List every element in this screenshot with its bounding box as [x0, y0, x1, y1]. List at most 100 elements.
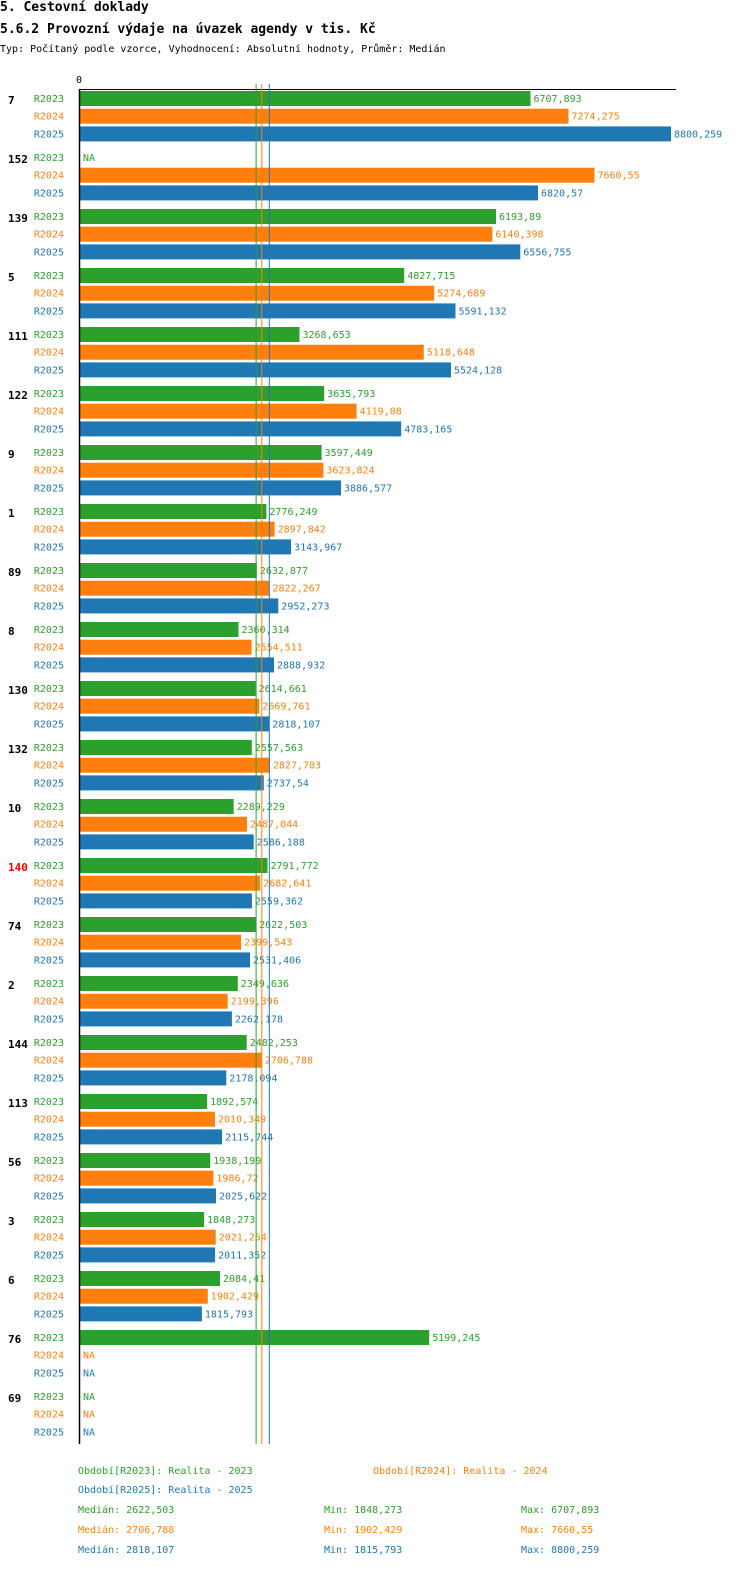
value-label: 2559,362: [255, 896, 303, 907]
value-label: 2531,406: [253, 955, 301, 966]
value-label: 3886,577: [344, 483, 392, 494]
series-label: R2025: [34, 188, 64, 199]
category-label: 56: [8, 1156, 22, 1169]
data-bar: [80, 403, 357, 419]
value-label: 2586,188: [257, 837, 305, 848]
value-label: 1938,199: [213, 1156, 261, 1167]
series-label: R2023: [34, 507, 64, 518]
value-label: 5591,132: [459, 306, 507, 317]
data-bar: [80, 834, 254, 850]
series-label: R2023: [34, 271, 64, 282]
data-bar: [80, 622, 239, 637]
data-bar: [80, 1011, 232, 1027]
value-label: NA: [83, 1427, 95, 1438]
category-label: 122: [8, 389, 28, 402]
value-label: 5524,128: [454, 365, 502, 376]
legend-min-r2023: Min: 1848,273: [324, 1505, 403, 1516]
data-bar: [80, 1129, 223, 1145]
category-label: 144: [8, 1038, 28, 1051]
value-label: 2669,761: [262, 702, 310, 713]
series-label: R2025: [34, 601, 64, 612]
series-label: R2025: [34, 1014, 64, 1025]
data-bar: [80, 421, 402, 437]
category-label: 3: [8, 1215, 15, 1228]
data-bar: [80, 1094, 208, 1109]
series-label: R2023: [34, 1038, 64, 1049]
value-label: 4783,165: [404, 424, 452, 435]
value-label: NA: [83, 1410, 95, 1421]
category-label: 1: [8, 507, 15, 520]
value-label: 2025,622: [219, 1191, 267, 1202]
data-bar: [80, 226, 493, 242]
data-bar: [80, 1052, 262, 1068]
series-label: R2023: [34, 448, 64, 459]
data-bar: [80, 91, 531, 106]
value-label: 2178,094: [229, 1073, 277, 1084]
data-bar: [80, 893, 252, 909]
category-label: 130: [8, 684, 28, 697]
series-label: R2024: [34, 584, 64, 595]
series-label: R2025: [34, 542, 64, 553]
value-label: 2818,107: [272, 719, 320, 730]
data-bar: [80, 126, 671, 142]
series-label: R2025: [34, 247, 64, 258]
data-bar: [80, 598, 279, 614]
legend-max-r2025: Max: 8800,259: [521, 1545, 600, 1556]
value-label: 2199,396: [231, 997, 279, 1008]
series-label: R2023: [34, 1215, 64, 1226]
series-label: R2024: [34, 1351, 64, 1362]
data-bar: [80, 327, 300, 342]
data-bar: [80, 244, 521, 260]
data-bar: [80, 952, 250, 968]
data-bar: [80, 1070, 227, 1086]
value-label: 2632,877: [260, 566, 308, 577]
series-label: R2025: [34, 1427, 64, 1438]
legend-median-r2023: Medián: 2622,503: [78, 1505, 175, 1516]
data-bar: [80, 993, 228, 1009]
series-label: R2025: [34, 660, 64, 671]
series-label: R2025: [34, 1309, 64, 1320]
data-bar: [80, 1330, 430, 1345]
legend-period-r2025: Období[R2025]: Realita - 2025: [78, 1485, 253, 1496]
series-label: R2024: [34, 466, 64, 477]
value-label: 6140,398: [495, 230, 543, 241]
series-label: R2023: [34, 802, 64, 813]
category-label: 6: [8, 1274, 15, 1287]
value-label: 3597,449: [325, 448, 373, 459]
data-bar: [80, 303, 456, 319]
series-label: R2024: [34, 702, 64, 713]
series-label: R2025: [34, 483, 64, 494]
value-label: 2622,503: [259, 920, 307, 931]
data-bar: [80, 1247, 216, 1263]
series-label: R2023: [34, 153, 64, 164]
series-label: R2023: [34, 1333, 64, 1344]
series-label: R2023: [34, 625, 64, 636]
chart-info: Typ: Počítaný podle vzorce, Vyhodnocení:…: [0, 44, 446, 55]
category-label: 10: [8, 802, 21, 815]
series-label: R2024: [34, 348, 64, 359]
value-label: 2776,249: [269, 507, 317, 518]
data-bar: [80, 639, 252, 655]
data-bar: [80, 209, 496, 224]
data-bar: [80, 386, 325, 401]
series-label: R2025: [34, 365, 64, 376]
value-label: 5199,245: [432, 1333, 480, 1344]
value-label: NA: [83, 1351, 95, 1362]
series-label: R2023: [34, 212, 64, 223]
data-bar: [80, 681, 256, 696]
legend-max-r2024: Max: 7660,55: [521, 1525, 594, 1536]
series-label: R2024: [34, 407, 64, 418]
legend-min-r2025: Min: 1815,793: [324, 1545, 403, 1556]
data-bar: [80, 1111, 215, 1127]
page-title: 5. Cestovní doklady: [0, 0, 149, 15]
data-bar: [80, 480, 341, 496]
value-label: 7274,275: [572, 112, 620, 123]
series-label: R2024: [34, 879, 64, 890]
category-label: 139: [8, 212, 28, 225]
data-bar: [80, 917, 257, 932]
legend-period-r2023: Období[R2023]: Realita - 2023: [78, 1466, 253, 1477]
series-label: R2023: [34, 1392, 64, 1403]
data-bar: [80, 1153, 211, 1168]
series-label: R2024: [34, 1410, 64, 1421]
bar-chart: 0 7 R2023 6707,893 R2024 7274,275 R2025 8800,25…: [8, 75, 722, 1444]
